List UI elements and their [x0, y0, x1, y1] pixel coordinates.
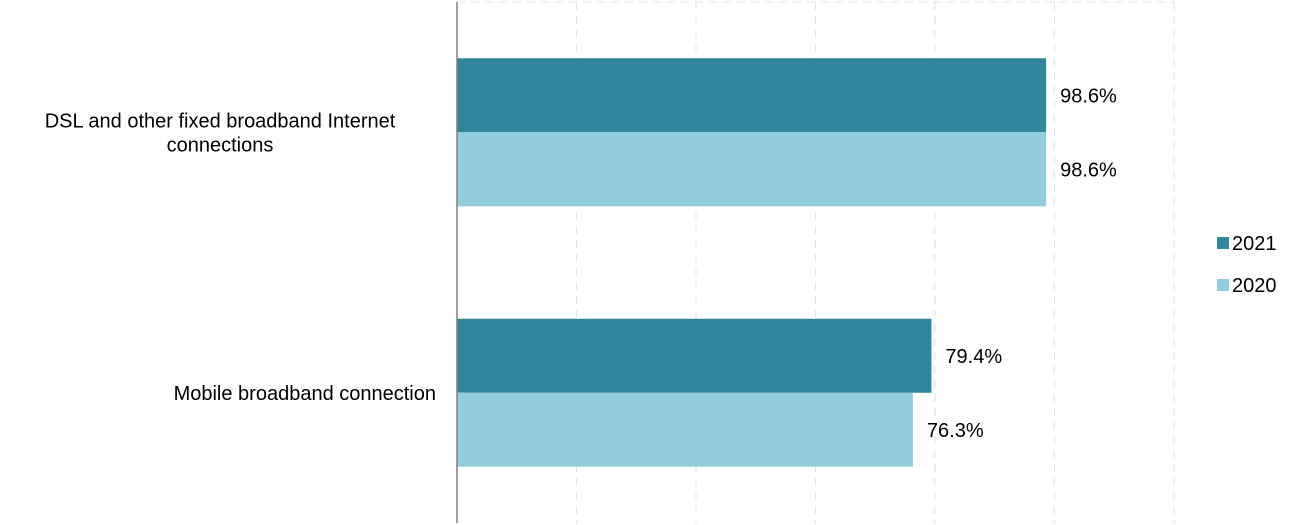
bar-2021 — [457, 58, 1047, 133]
data-label: 76.3% — [927, 420, 984, 442]
bars — [457, 58, 1047, 467]
category-label: Mobile broadband connection — [174, 383, 436, 405]
data-labels: 98.6% 98.6% 79.4% 76.3% — [927, 85, 1117, 442]
legend-swatch-2021 — [1217, 237, 1229, 249]
data-label: 79.4% — [945, 346, 1002, 368]
bar-2021 — [457, 318, 932, 393]
data-label: 98.6% — [1060, 85, 1117, 107]
legend-label: 2020 — [1232, 275, 1277, 297]
legend: 2021 2020 — [1217, 233, 1277, 297]
bar-2020 — [457, 132, 1047, 207]
legend-swatch-2020 — [1217, 279, 1229, 291]
category-label: connections — [167, 134, 274, 156]
category-label: DSL and other fixed broadband Internet — [45, 110, 396, 132]
legend-label: 2021 — [1232, 233, 1277, 255]
data-label: 98.6% — [1060, 159, 1117, 181]
category-labels: DSL and other fixed broadband Internetco… — [45, 110, 436, 405]
bar-2020 — [457, 392, 913, 467]
